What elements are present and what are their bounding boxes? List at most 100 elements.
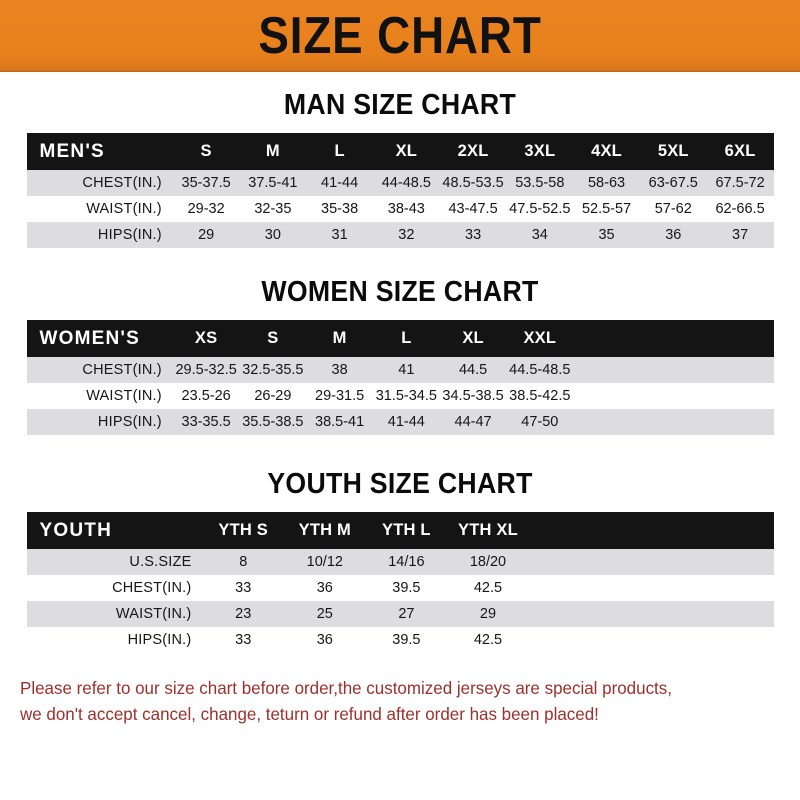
row-header-label: U.S.SIZE <box>26 549 203 575</box>
table-cell: 44-48.5 <box>372 170 440 196</box>
table-cell: 35-38 <box>306 196 373 222</box>
table-cell: 63-67.5 <box>639 170 707 196</box>
table-cell: 47-50 <box>506 409 574 435</box>
table-cell: 30 <box>239 222 307 248</box>
column-header-empty <box>529 512 611 549</box>
column-header: L <box>401 329 412 347</box>
table-cell: 62-66.5 <box>706 196 774 222</box>
order-policy-note: Please refer to our size chart before or… <box>20 675 757 728</box>
table-cell-empty <box>691 601 774 627</box>
column-header: 4XL <box>591 142 622 160</box>
column-header: YTH XL <box>458 521 518 539</box>
table-cell: 33 <box>439 222 507 248</box>
table-cell-empty <box>706 383 774 409</box>
table-cell: 27 <box>365 601 448 627</box>
table-cell: 67.5-72 <box>706 170 774 196</box>
table-row: HIPS(IN.) 29 30 31 32 33 34 35 36 37 <box>26 222 774 248</box>
table-cell-empty <box>610 549 692 575</box>
table-cell: 35-37.5 <box>172 170 240 196</box>
man-size-table-wrap: MEN'S S M L XL 2XL 3XL 4XL 5XL 6XL CHEST(IN.) 35-37… <box>26 133 774 248</box>
women-section-title: WOMEN SIZE CHART <box>261 276 539 308</box>
table-cell-empty <box>573 409 640 435</box>
table-cell: 39.5 <box>365 575 448 601</box>
row-header-label: CHEST(IN.) <box>26 357 173 383</box>
table-cell: 32 <box>372 222 440 248</box>
row-header-label: WAIST(IN.) <box>26 196 173 222</box>
table-cell-empty <box>610 575 692 601</box>
column-header-empty <box>573 320 640 357</box>
women-table-body: WOMEN'S XS S M L XL XXL CHEST(IN.) 29.5-32.5 32.5… <box>26 320 774 435</box>
row-header-label: WAIST(IN.) <box>26 601 203 627</box>
table-row: CHEST(IN.) 33 36 39.5 42.5 <box>26 575 774 601</box>
table-cell: 23.5-26 <box>172 383 240 409</box>
column-header: XXL <box>523 329 557 347</box>
table-cell: 10/12 <box>284 549 366 575</box>
table-cell: 35 <box>573 222 640 248</box>
youth-size-table-wrap: YOUTH YTH S YTH M YTH L YTH XL U.S.SIZE 8 10/12… <box>26 512 774 653</box>
table-cell: 44.5 <box>439 357 507 383</box>
column-header-empty <box>610 512 692 549</box>
table-cell: 38 <box>306 357 373 383</box>
table-cell: 44-47 <box>439 409 507 435</box>
table-cell: 38.5-41 <box>306 409 373 435</box>
table-row: U.S.SIZE 8 10/12 14/16 18/20 <box>26 549 774 575</box>
row-header-label: HIPS(IN.) <box>26 409 173 435</box>
table-cell: 23 <box>202 601 285 627</box>
order-policy-line-2: we don't accept cancel, change, teturn o… <box>20 704 599 725</box>
table-row: CHEST(IN.) 29.5-32.5 32.5-35.5 38 41 44.5 44.5… <box>26 357 774 383</box>
table-cell: 44.5-48.5 <box>506 357 574 383</box>
table-row: WAIST(IN.) 23 25 27 29 <box>26 601 774 627</box>
table-cell-empty <box>691 627 774 653</box>
column-header: L <box>334 142 345 160</box>
column-header: YTH L <box>382 521 431 539</box>
youth-size-table: YOUTH YTH S YTH M YTH L YTH XL U.S.SIZE 8 10/12… <box>26 512 774 653</box>
women-size-table: WOMEN'S XS S M L XL XXL CHEST(IN.) 29.5-32.5 32.5… <box>26 320 774 435</box>
table-cell-empty <box>610 601 692 627</box>
page-banner: SIZE CHART <box>0 0 800 72</box>
table-cell: 25 <box>284 601 366 627</box>
man-size-table: MEN'S S M L XL 2XL 3XL 4XL 5XL 6XL CHEST(IN.) 35-37… <box>26 133 774 248</box>
column-header: XS <box>194 329 218 347</box>
table-cell: 31.5-34.5 <box>372 383 440 409</box>
table-header-row: MEN'S S M L XL 2XL 3XL 4XL 5XL 6XL <box>26 133 774 170</box>
table-cell: 38.5-42.5 <box>506 383 574 409</box>
table-cell: 37.5-41 <box>239 170 307 196</box>
table-cell-empty <box>639 409 707 435</box>
row-header-label: HIPS(IN.) <box>26 222 173 248</box>
column-header: M <box>265 142 280 160</box>
column-header: S <box>267 329 279 347</box>
table-cell-empty <box>528 575 611 601</box>
row-header-label: CHEST(IN.) <box>26 575 203 601</box>
table-cell: 42.5 <box>447 627 529 653</box>
table-cell: 14/16 <box>365 549 448 575</box>
column-header-empty <box>692 512 774 549</box>
table-cell-empty <box>573 383 640 409</box>
row-header-label: WAIST(IN.) <box>26 383 173 409</box>
table-cell: 34.5-38.5 <box>439 383 507 409</box>
youth-section-title: YOUTH SIZE CHART <box>267 468 533 500</box>
table-cell-empty <box>639 357 707 383</box>
table-cell: 48.5-53.5 <box>439 170 507 196</box>
table-cell: 41-44 <box>372 409 440 435</box>
table-corner-label: YOUTH <box>39 519 112 541</box>
table-cell: 47.5-52.5 <box>506 196 574 222</box>
table-cell: 29.5-32.5 <box>172 357 240 383</box>
table-cell: 32-35 <box>239 196 307 222</box>
table-cell-empty <box>706 409 774 435</box>
table-cell: 41-44 <box>306 170 373 196</box>
table-row: HIPS(IN.) 33 36 39.5 42.5 <box>26 627 774 653</box>
table-cell: 36 <box>284 627 366 653</box>
table-cell: 41 <box>372 357 440 383</box>
column-header: S <box>200 142 212 160</box>
table-cell: 36 <box>639 222 707 248</box>
table-cell: 33 <box>202 627 285 653</box>
table-row: WAIST(IN.) 29-32 32-35 35-38 38-43 43-47.5 47.… <box>26 196 774 222</box>
column-header: 6XL <box>724 142 756 160</box>
table-cell-empty <box>528 601 611 627</box>
table-cell: 18/20 <box>447 549 529 575</box>
table-cell: 43-47.5 <box>439 196 507 222</box>
table-cell: 35.5-38.5 <box>239 409 307 435</box>
table-cell: 34 <box>506 222 574 248</box>
table-cell: 53.5-58 <box>506 170 574 196</box>
table-cell: 29-31.5 <box>306 383 373 409</box>
